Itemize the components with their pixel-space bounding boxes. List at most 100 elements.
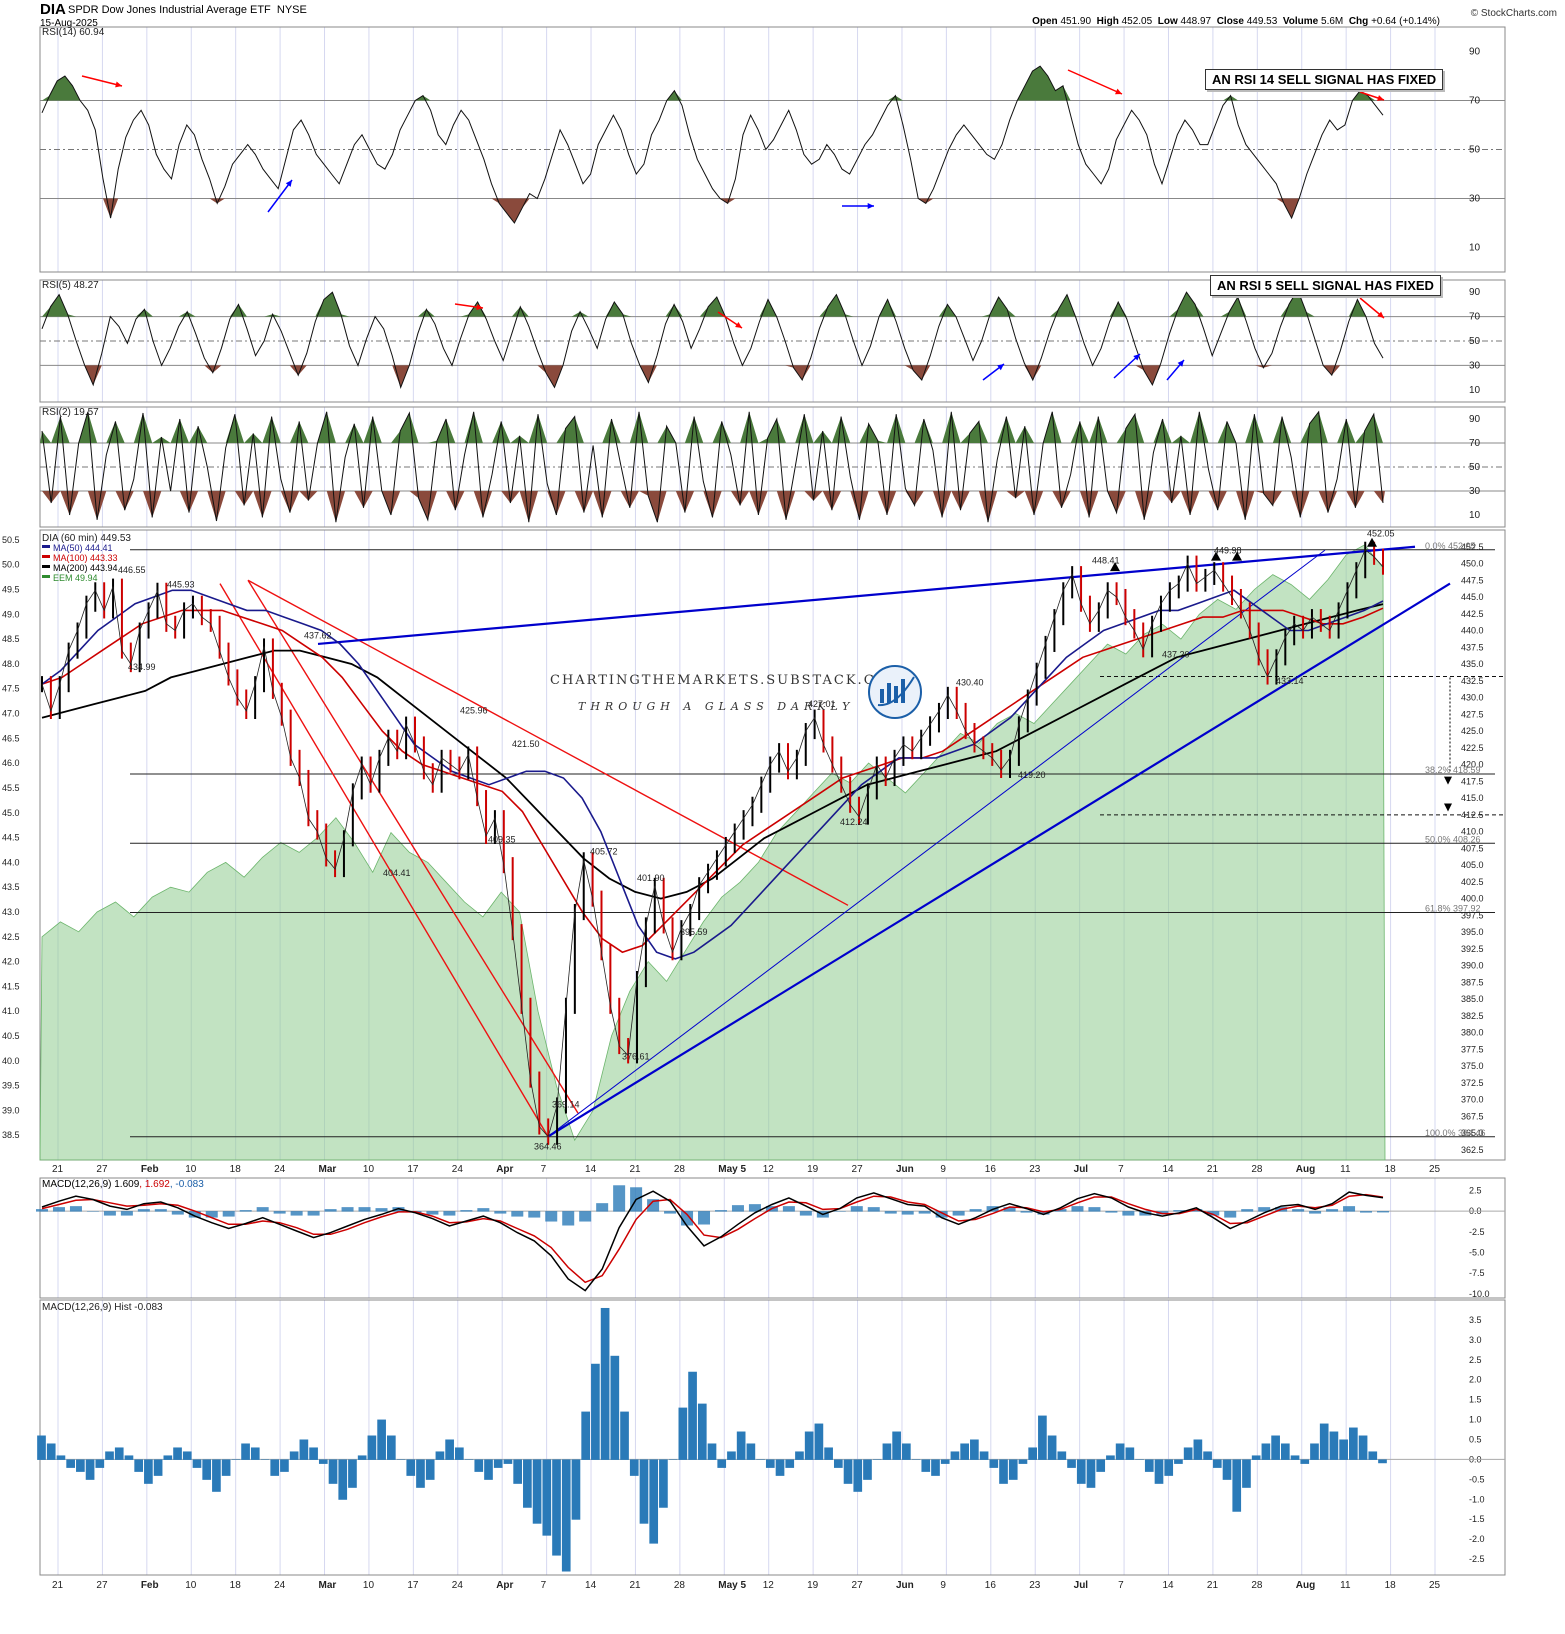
- date-tick-label: Aug: [1296, 1164, 1315, 1175]
- rsi14-panel: 10 30 50 70 90 RSI(14) 60.94: [40, 27, 1505, 254]
- macd-hist-bar: [1071, 1206, 1084, 1212]
- ohlc-summary: Open 451.90 High 452.05 Low 448.97 Close…: [1032, 16, 1440, 27]
- panel-frame-macd: [39, 1177, 1506, 1299]
- hist-bar: [144, 1459, 153, 1484]
- price-tick-label: 387.5: [1461, 977, 1484, 987]
- hist-bar: [746, 1443, 756, 1460]
- rsi2-tick-label: 70: [1469, 438, 1481, 449]
- macd-tick-label: 2.5: [1469, 1185, 1482, 1195]
- price-tick-label: 377.5: [1461, 1044, 1484, 1054]
- hist-bar: [1329, 1431, 1339, 1460]
- hist-bar: [192, 1459, 202, 1468]
- hist-bar: [1193, 1439, 1203, 1460]
- date-tick-label-bottom: 10: [363, 1580, 375, 1591]
- macd-hist-bar: [1326, 1209, 1339, 1212]
- price-tick-label: 407.5: [1461, 843, 1484, 853]
- hist-bar: [814, 1423, 824, 1460]
- rsi14-buy-arrow: [267, 179, 293, 213]
- macd-hist-bar: [86, 1211, 99, 1212]
- macd-hist-bar: [154, 1209, 167, 1212]
- hist-bar: [1319, 1423, 1329, 1460]
- price-value-label: 409.35: [488, 834, 516, 844]
- hist-bar: [455, 1447, 464, 1460]
- hist-bar: [163, 1455, 173, 1460]
- hist-tick-label: -1.0: [1469, 1494, 1485, 1504]
- macd-hist-bar: [375, 1208, 388, 1212]
- hist-bar: [445, 1439, 454, 1460]
- stockcharts-logo[interactable]: © StockCharts.com: [1470, 8, 1557, 19]
- macd-hist-bar: [562, 1211, 575, 1226]
- hist-bar: [902, 1443, 911, 1460]
- price-tick-label: 452.5: [1461, 542, 1484, 552]
- price-tick-label: 385.0: [1461, 994, 1484, 1004]
- price-value-label: 401.90: [637, 873, 665, 883]
- hist-bar: [523, 1459, 532, 1508]
- hist-bar: [299, 1439, 309, 1460]
- hist-bar: [1067, 1459, 1076, 1468]
- price-tick-label: 402.5: [1461, 877, 1484, 887]
- watermark-site: CHARTINGTHEMARKETS.SUBSTACK.COM: [550, 673, 904, 688]
- macd-hist-panel: -2.5-2.0-1.5-1.0-0.50.00.51.01.52.02.53.…: [37, 1302, 1505, 1572]
- date-tick-label: Jul: [1074, 1164, 1089, 1175]
- rsi5-buy-arrow-head: [997, 364, 1004, 371]
- rsi5-sell-signal-note: AN RSI 5 SELL SIGNAL HAS FIXED: [1210, 275, 1441, 296]
- macd-hist-bar: [1190, 1209, 1203, 1212]
- eem-tick-label: 39.0: [2, 1105, 20, 1115]
- macd-hist-bar: [664, 1211, 677, 1214]
- hist-bar: [37, 1435, 46, 1460]
- price-tick-label: 405.0: [1461, 860, 1484, 870]
- hist-bar: [328, 1459, 338, 1484]
- macd-hist-bar: [613, 1185, 626, 1212]
- price-tick-label: 365.0: [1461, 1128, 1484, 1138]
- hist-bar: [134, 1459, 144, 1472]
- macd-signal-line: [41, 1193, 1384, 1284]
- rsi14-oversold-fill: [40, 198, 1385, 223]
- rsi14-sell-arrow-head: [1377, 95, 1384, 101]
- macd-hist-bar: [1037, 1211, 1050, 1215]
- date-tick-label: 25: [1429, 1164, 1441, 1175]
- hist-bar: [542, 1459, 552, 1536]
- hist-bar: [892, 1431, 901, 1460]
- signal-arrows: [81, 69, 1385, 381]
- hist-bar: [989, 1459, 999, 1468]
- hist-bar: [1261, 1443, 1271, 1460]
- macd-hist-bar: [307, 1211, 320, 1216]
- low-label: Low: [1157, 16, 1178, 27]
- hist-tick-label: 2.0: [1469, 1375, 1482, 1385]
- hist-tick-label: 1.0: [1469, 1415, 1482, 1425]
- rsi2-tick-label: 30: [1469, 486, 1481, 497]
- price-value-label: 369.14: [552, 1100, 580, 1110]
- hist-bar: [1232, 1459, 1242, 1512]
- hist-bar: [1368, 1451, 1378, 1460]
- hist-bar: [416, 1459, 425, 1488]
- target-arrow: [1444, 776, 1452, 785]
- hist-bar: [600, 1307, 610, 1460]
- price-value-label: 419.20: [1018, 770, 1046, 780]
- date-tick-label-bottom: 18: [1385, 1580, 1397, 1591]
- hist-bar: [1251, 1455, 1261, 1460]
- date-tick-label-bottom: 12: [763, 1580, 775, 1591]
- fib-label: 50.0% 408.26: [1425, 834, 1481, 844]
- eem-tick-label: 47.5: [2, 684, 20, 694]
- hist-bar: [581, 1411, 591, 1460]
- hist-bar: [182, 1451, 192, 1460]
- hist-bar: [697, 1403, 707, 1460]
- hist-bar: [960, 1443, 969, 1460]
- macd-hist-bar: [714, 1210, 727, 1212]
- hist-bar: [853, 1459, 863, 1492]
- eem-tick-label: 50.5: [2, 535, 20, 545]
- hist-bar: [629, 1459, 639, 1476]
- hist-bar: [212, 1459, 221, 1492]
- macd-hist-bar: [1173, 1210, 1186, 1212]
- hist-bar: [1349, 1427, 1358, 1460]
- date-tick-label: 7: [541, 1164, 547, 1175]
- date-tick-label: 27: [96, 1164, 108, 1175]
- date-tick-label-bottom: 28: [674, 1580, 686, 1591]
- price-value-label: 404.41: [383, 868, 411, 878]
- rsi5-sell-arrow-head: [735, 321, 742, 328]
- hist-bar: [348, 1459, 357, 1488]
- date-tick-label-bottom: 9: [940, 1580, 946, 1591]
- date-tick-label-bottom: Aug: [1296, 1580, 1315, 1591]
- hist-bar: [707, 1443, 717, 1460]
- date-tick-label-bottom: 28: [1251, 1580, 1263, 1591]
